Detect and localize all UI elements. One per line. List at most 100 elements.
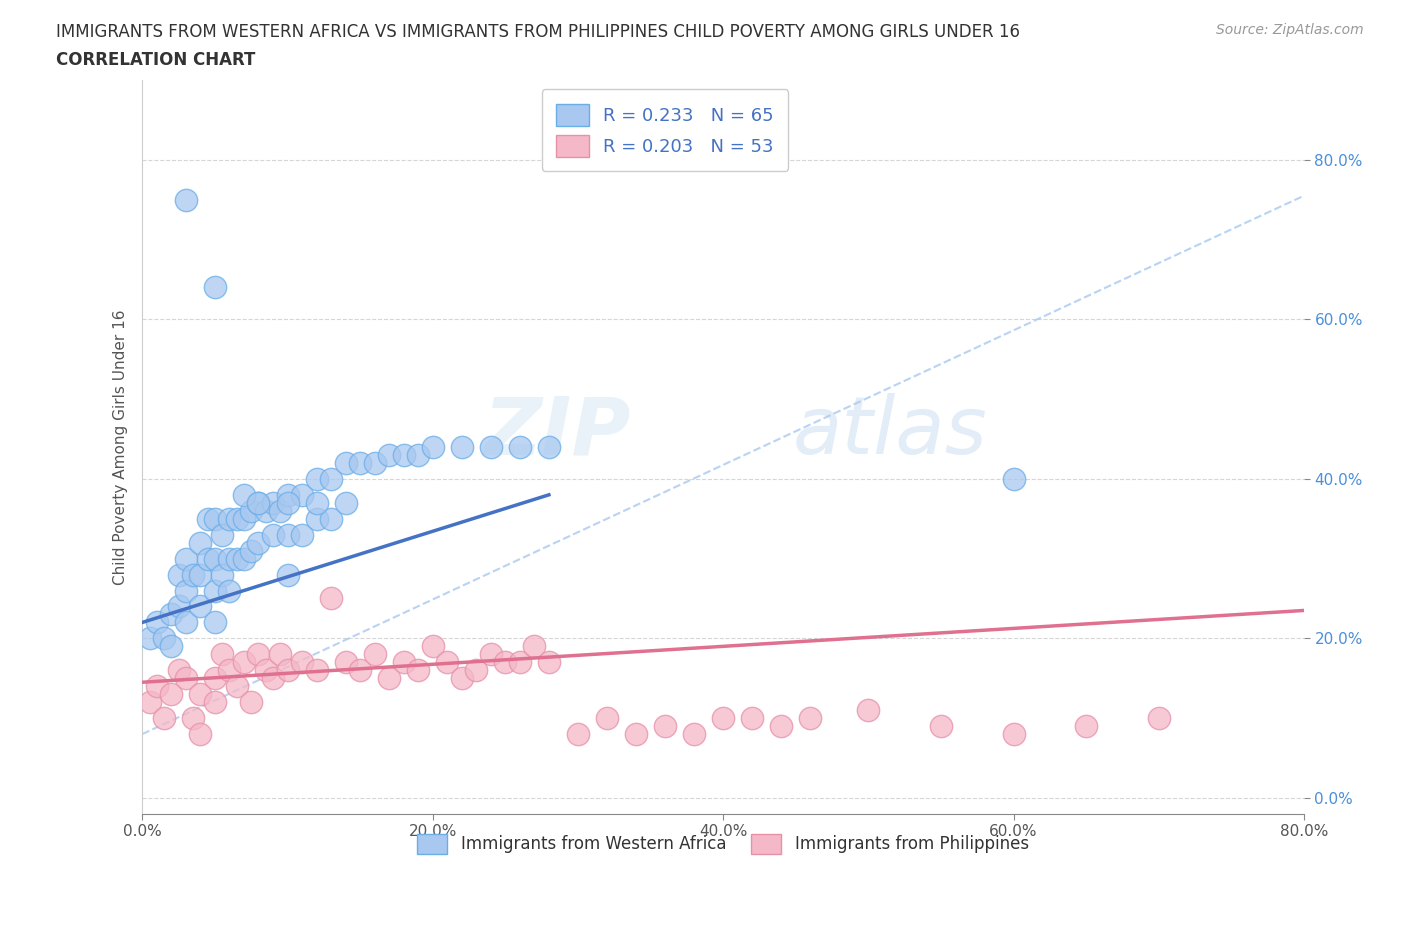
- Point: [276, 487, 298, 502]
- Point: [153, 711, 176, 725]
- Point: [190, 567, 212, 582]
- Text: CORRELATION CHART: CORRELATION CHART: [56, 51, 256, 69]
- Point: [204, 583, 226, 598]
- Point: [181, 567, 204, 582]
- Point: [537, 655, 560, 670]
- Point: [335, 655, 357, 670]
- Point: [406, 447, 429, 462]
- Point: [349, 456, 371, 471]
- Point: [167, 599, 190, 614]
- Point: [247, 496, 270, 511]
- Point: [247, 496, 270, 511]
- Point: [479, 647, 502, 662]
- Point: [537, 440, 560, 455]
- Point: [291, 487, 314, 502]
- Point: [218, 551, 240, 566]
- Point: [262, 671, 284, 685]
- Point: [167, 567, 190, 582]
- Point: [204, 615, 226, 630]
- Point: [858, 703, 880, 718]
- Point: [211, 647, 233, 662]
- Point: [247, 536, 270, 551]
- Point: [450, 671, 472, 685]
- Point: [741, 711, 763, 725]
- Point: [160, 686, 183, 701]
- Point: [174, 583, 197, 598]
- Text: ZIP: ZIP: [482, 393, 630, 472]
- Point: [233, 487, 256, 502]
- Point: [204, 695, 226, 710]
- Point: [378, 671, 401, 685]
- Point: [153, 631, 176, 645]
- Point: [305, 472, 328, 486]
- Point: [174, 671, 197, 685]
- Point: [711, 711, 734, 725]
- Point: [378, 447, 401, 462]
- Point: [190, 686, 212, 701]
- Point: [335, 496, 357, 511]
- Point: [319, 472, 342, 486]
- Point: [1002, 472, 1025, 486]
- Point: [197, 512, 219, 526]
- Point: [319, 512, 342, 526]
- Point: [225, 679, 247, 694]
- Point: [305, 512, 328, 526]
- Point: [174, 193, 197, 207]
- Point: [450, 440, 472, 455]
- Point: [240, 695, 263, 710]
- Text: atlas: atlas: [793, 393, 987, 472]
- Point: [319, 591, 342, 606]
- Point: [190, 599, 212, 614]
- Point: [1002, 726, 1025, 741]
- Text: IMMIGRANTS FROM WESTERN AFRICA VS IMMIGRANTS FROM PHILIPPINES CHILD POVERTY AMON: IMMIGRANTS FROM WESTERN AFRICA VS IMMIGR…: [56, 23, 1021, 41]
- Point: [262, 527, 284, 542]
- Point: [233, 655, 256, 670]
- Point: [567, 726, 589, 741]
- Point: [509, 655, 531, 670]
- Y-axis label: Child Poverty Among Girls Under 16: Child Poverty Among Girls Under 16: [114, 309, 128, 585]
- Point: [392, 655, 415, 670]
- Point: [138, 695, 160, 710]
- Point: [1147, 711, 1170, 725]
- Point: [624, 726, 647, 741]
- Point: [218, 663, 240, 678]
- Point: [167, 663, 190, 678]
- Point: [138, 631, 160, 645]
- Point: [190, 536, 212, 551]
- Point: [523, 639, 546, 654]
- Point: [363, 647, 385, 662]
- Point: [233, 551, 256, 566]
- Point: [254, 503, 277, 518]
- Point: [262, 496, 284, 511]
- Point: [269, 647, 291, 662]
- Point: [233, 512, 256, 526]
- Point: [494, 655, 516, 670]
- Point: [197, 551, 219, 566]
- Point: [363, 456, 385, 471]
- Point: [770, 719, 793, 734]
- Point: [305, 663, 328, 678]
- Point: [276, 527, 298, 542]
- Point: [218, 512, 240, 526]
- Point: [335, 456, 357, 471]
- Point: [596, 711, 619, 725]
- Point: [479, 440, 502, 455]
- Point: [436, 655, 458, 670]
- Point: [240, 543, 263, 558]
- Point: [349, 663, 371, 678]
- Point: [181, 711, 204, 725]
- Point: [204, 280, 226, 295]
- Point: [465, 663, 488, 678]
- Text: Source: ZipAtlas.com: Source: ZipAtlas.com: [1216, 23, 1364, 37]
- Point: [160, 639, 183, 654]
- Point: [291, 655, 314, 670]
- Point: [174, 551, 197, 566]
- Point: [211, 567, 233, 582]
- Point: [211, 527, 233, 542]
- Point: [225, 512, 247, 526]
- Point: [225, 551, 247, 566]
- Point: [204, 512, 226, 526]
- Point: [392, 447, 415, 462]
- Point: [291, 527, 314, 542]
- Point: [146, 679, 169, 694]
